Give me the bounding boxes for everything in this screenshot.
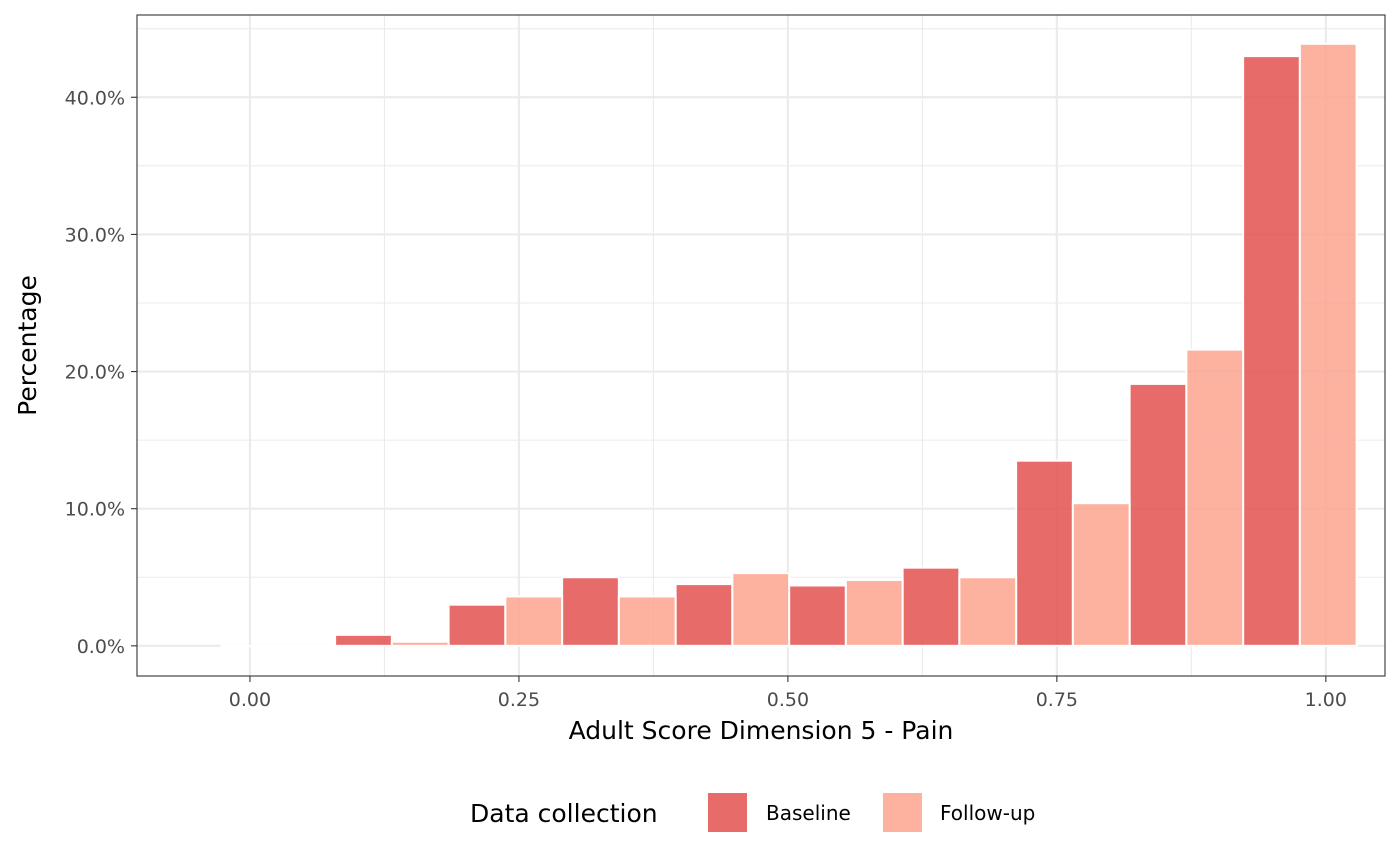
bar-baseline-4: [674, 583, 734, 647]
bar-follow-up-1: [390, 640, 450, 647]
bar-follow-up-0: [277, 644, 337, 648]
bars: [220, 42, 1358, 648]
bar-follow-up-9: [1298, 42, 1358, 647]
y-tick-label: 30.0%: [65, 224, 125, 246]
y-tick-label: 20.0%: [65, 362, 125, 384]
y-tick-label: 0.0%: [77, 636, 125, 658]
legend-key-baseline: [708, 793, 747, 832]
bar-follow-up-3: [617, 595, 677, 647]
legend-label-baseline: Baseline: [766, 801, 851, 825]
bar-follow-up-6: [958, 576, 1018, 647]
bar-follow-up-4: [731, 572, 791, 647]
legend-title: Data collection: [470, 799, 658, 828]
legend-label-follow-up: Follow-up: [940, 801, 1035, 825]
bar-follow-up-2: [504, 595, 564, 647]
bar-baseline-1: [334, 633, 393, 647]
bar-baseline-5: [788, 584, 847, 647]
bar-baseline-3: [561, 576, 620, 647]
y-axis-ticks: 0.0% 10.0% 20.0% 30.0% 40.0%: [65, 87, 137, 658]
x-axis-title: Adult Score Dimension 5 - Pain: [569, 716, 954, 745]
bar-baseline-7: [1015, 459, 1074, 647]
y-axis-title: Percentage: [13, 275, 42, 416]
x-tick-label: 0.00: [229, 689, 271, 711]
bar-baseline-2: [447, 603, 507, 647]
plot-panel-border: [136, 14, 1386, 677]
x-tick-label: 0.75: [1036, 689, 1078, 711]
legend-key-follow-up: [883, 793, 922, 832]
bar-baseline-6: [901, 566, 961, 647]
x-axis-ticks: 0.00 0.25 0.50 0.75 1.00: [229, 676, 1347, 711]
x-tick-label: 0.25: [498, 689, 540, 711]
bar-baseline-0: [220, 644, 280, 648]
bar-baseline-9: [1242, 55, 1301, 647]
y-tick-label: 10.0%: [65, 499, 125, 521]
x-tick-label: 1.00: [1305, 689, 1347, 711]
bar-follow-up-5: [844, 579, 904, 647]
bar-follow-up-8: [1185, 348, 1245, 647]
bar-follow-up-7: [1071, 502, 1131, 647]
bar-baseline-8: [1128, 382, 1188, 647]
x-tick-label: 0.50: [767, 689, 809, 711]
legend: Data collection Baseline Follow-up: [470, 793, 1035, 832]
y-tick-label: 40.0%: [65, 87, 125, 109]
